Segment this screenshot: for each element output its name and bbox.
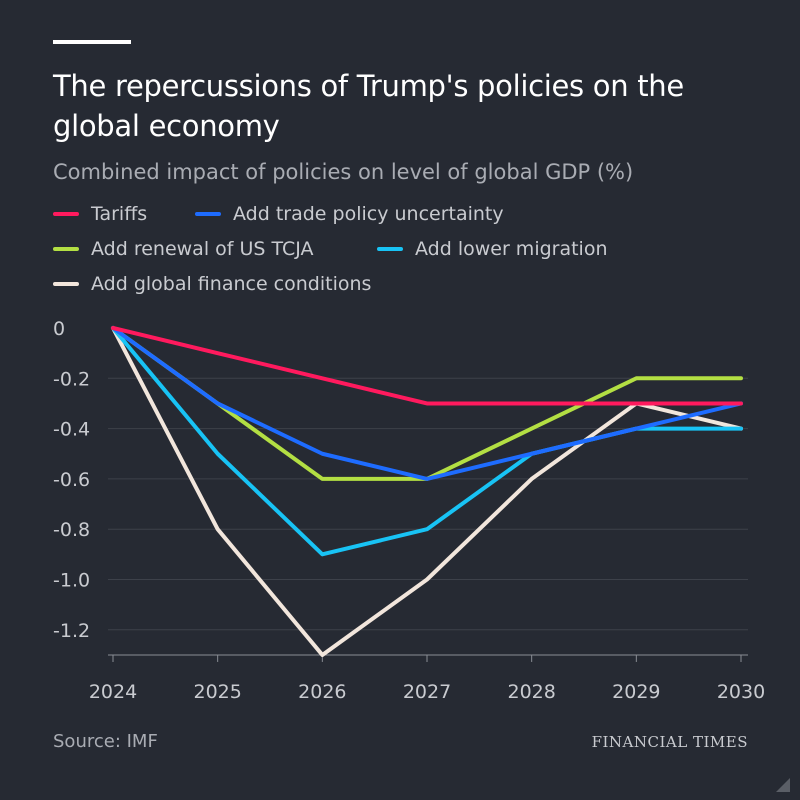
series-line-add-trade-policy-uncertainty: [111, 326, 743, 481]
legend-label: Add lower migration: [415, 238, 608, 260]
x-tick-label: 2028: [507, 681, 555, 703]
legend-item-trade-uncertainty: Add trade policy uncertainty: [195, 203, 504, 225]
corner-mark: [776, 778, 790, 792]
legend-swatch: [53, 282, 79, 286]
chart-title: The repercussions of Trump's policies on…: [53, 69, 684, 143]
title-accent-bar: [53, 40, 131, 44]
legend-label: Add global finance conditions: [91, 273, 372, 295]
y-tick-label: -1.0: [53, 570, 90, 592]
y-tick-label: -0.8: [53, 519, 90, 541]
y-tick-label: -1.2: [53, 620, 90, 642]
legend-label: Add renewal of US TCJA: [91, 238, 314, 260]
x-tick-label: 2029: [612, 681, 660, 703]
legend-swatch: [53, 212, 79, 216]
x-tick-label: 2026: [298, 681, 346, 703]
ft-logo: FINANCIAL TIMES: [591, 733, 748, 751]
x-tick-label: 2024: [89, 681, 137, 703]
legend-swatch: [377, 247, 403, 251]
source-note: Source: IMF: [53, 731, 158, 752]
y-tick-label: -0.2: [53, 368, 90, 390]
legend-item-tcja: Add renewal of US TCJA: [53, 238, 314, 260]
x-tick-label: 2025: [193, 681, 241, 703]
x-tick-label: 2030: [717, 681, 765, 703]
chart-subtitle: Combined impact of policies on level of …: [53, 160, 634, 184]
legend-label: Tariffs: [91, 203, 148, 225]
y-tick-label: 0: [53, 318, 65, 340]
legend-swatch: [53, 247, 79, 251]
legend-label: Add trade policy uncertainty: [233, 203, 504, 225]
y-tick-label: -0.4: [53, 419, 90, 441]
legend-item-migration: Add lower migration: [377, 238, 608, 260]
y-tick-label: -0.6: [53, 469, 90, 491]
legend-item-tariffs: Tariffs: [53, 203, 147, 225]
legend-item-finance: Add global finance conditions: [53, 273, 371, 295]
legend-swatch: [195, 212, 221, 216]
series-line-add-lower-migration: [111, 326, 743, 557]
x-tick-label: 2027: [403, 681, 451, 703]
series-line-tariffs: [111, 326, 743, 406]
